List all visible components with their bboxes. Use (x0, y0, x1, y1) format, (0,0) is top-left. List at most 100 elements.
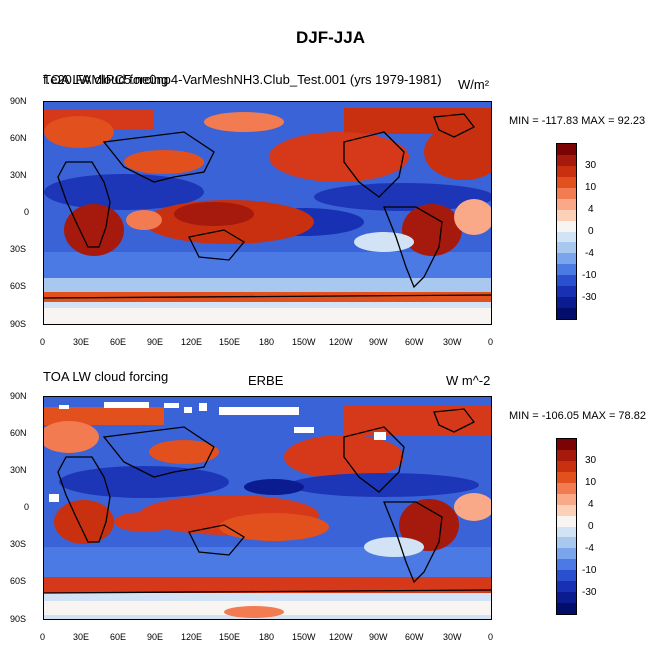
colorbar-swatch (557, 537, 576, 549)
colorbar-swatch (557, 165, 576, 177)
colorbar-swatch (557, 449, 576, 461)
panel1-colorbar (556, 143, 577, 320)
panel2-colorbar-label: 4 (588, 499, 594, 510)
panel1-xtick: 150E (219, 337, 241, 347)
colorbar-swatch (557, 439, 576, 450)
panel2-xtick: 0 (40, 632, 46, 642)
panel1-colorbar-label: -10 (582, 270, 597, 281)
panel2-xtick: 150W (292, 632, 316, 642)
panel1-xtick: 60W (405, 337, 424, 347)
panel2-ytick-30s: 30S (10, 539, 27, 549)
colorbar-swatch (557, 144, 576, 155)
colorbar-swatch (557, 242, 576, 254)
colorbar-swatch (557, 592, 576, 604)
colorbar-swatch (557, 187, 576, 199)
panel2-left-title: TOA LW cloud forcing (43, 369, 169, 384)
panel1-ytick-90s: 90S (10, 319, 27, 329)
panel2-center-title: ERBE (248, 373, 284, 388)
panel1-xtick: 30W (443, 337, 462, 347)
panel2-colorbar-label: 10 (585, 477, 597, 488)
panel1-colorbar-label: 4 (588, 204, 594, 215)
panel2-xtick: 120W (329, 632, 353, 642)
panel2-xtick: 90W (369, 632, 388, 642)
colorbar-swatch (557, 275, 576, 287)
panel1-ytick-30s: 30S (10, 244, 27, 254)
panel2-ytick-90n: 90N (10, 391, 27, 401)
figure-title: DJF-JJA (296, 28, 365, 47)
panel1-xtick: 90W (369, 337, 388, 347)
panel2-xtick: 180 (259, 632, 275, 642)
panel1-colorbar-label: 0 (588, 226, 594, 237)
colorbar-swatch (557, 154, 576, 166)
panel2-xtick: 150E (219, 632, 241, 642)
panel2-xtick: 60W (405, 632, 424, 642)
panel1-left-title-b: f.e20.FAMIPC5.ne0np4-VarMeshNH3.Club_Tes… (43, 72, 442, 87)
panel2-xtick: 30W (443, 632, 462, 642)
colorbar-swatch (557, 493, 576, 505)
panel2-ytick-0: 0 (24, 502, 30, 512)
colorbar-swatch (557, 231, 576, 243)
colorbar-swatch (557, 515, 576, 527)
panel1-colorbar-label: -4 (585, 248, 594, 259)
panel2-ytick-60s: 60S (10, 576, 27, 586)
panel2-xtick: 120E (181, 632, 203, 642)
panel1-ytick-0: 0 (24, 207, 30, 217)
colorbar-swatch (557, 559, 576, 571)
colorbar-swatch (557, 460, 576, 472)
colorbar-swatch (557, 220, 576, 232)
panel1-colorbar-label: 10 (585, 182, 597, 193)
colorbar-swatch (557, 482, 576, 494)
panel1-xtick: 0 (40, 337, 46, 347)
colorbar-swatch (557, 504, 576, 516)
panel1-minmax: MIN = -117.83 MAX = 92.23 (509, 115, 646, 127)
panel1-xtick: 180 (259, 337, 275, 347)
panel2-colorbar (556, 438, 577, 615)
colorbar-swatch (557, 198, 576, 210)
panel1-xtick: 60E (110, 337, 127, 347)
panel1-colorbar-swatches (557, 144, 576, 319)
colorbar-swatch (557, 526, 576, 538)
colorbar-swatch (557, 253, 576, 265)
panel1-ytick-60s: 60S (10, 281, 27, 291)
panel2-xtick: 60E (110, 632, 127, 642)
panel1-colorbar-label: -30 (582, 292, 597, 303)
panel1-left-title-a: TOA LW cloud forcing (43, 72, 169, 87)
panel1-xtick: 0 (488, 337, 494, 347)
panel2-colorbar-label: -4 (585, 543, 594, 554)
panel2-xtick: 0 (488, 632, 494, 642)
panel2-xtick: 90E (147, 632, 164, 642)
panel2-xtick: 30E (73, 632, 90, 642)
panel1-xtick: 120W (329, 337, 353, 347)
colorbar-swatch (557, 297, 576, 309)
colorbar-swatch (557, 264, 576, 276)
panel2-units: W m^-2 (446, 373, 491, 388)
panel2-colorbar-label: -10 (582, 565, 597, 576)
panel1-ytick-60n: 60N (10, 133, 27, 143)
panel1-xtick: 90E (147, 337, 164, 347)
panel2-colorbar-label: -30 (582, 587, 597, 598)
colorbar-swatch (557, 471, 576, 483)
panel1-map (43, 101, 492, 325)
colorbar-swatch (557, 548, 576, 560)
panel1-ytick-90n: 90N (10, 96, 27, 106)
panel2-colorbar-label: 0 (588, 521, 594, 532)
colorbar-swatch (557, 570, 576, 582)
panel1-colorbar-label: 30 (585, 160, 597, 171)
colorbar-swatch (557, 286, 576, 298)
panel2-colorbar-swatches (557, 439, 576, 614)
panel1-xtick: 150W (292, 337, 316, 347)
panel2-ytick-30n: 30N (10, 465, 27, 475)
panel2-colorbar-label: 30 (585, 455, 597, 466)
panel1-xtick: 30E (73, 337, 90, 347)
panel1-xtick: 120E (181, 337, 203, 347)
colorbar-swatch (557, 603, 576, 614)
colorbar-swatch (557, 581, 576, 593)
colorbar-swatch (557, 176, 576, 188)
colorbar-swatch (557, 308, 576, 319)
panel2-ytick-90s: 90S (10, 614, 27, 624)
panel2-minmax: MIN = -106.05 MAX = 78.82 (509, 410, 646, 422)
colorbar-swatch (557, 209, 576, 221)
panel1-ytick-30n: 30N (10, 170, 27, 180)
panel2-ytick-60n: 60N (10, 428, 27, 438)
panel2-map (43, 396, 492, 620)
